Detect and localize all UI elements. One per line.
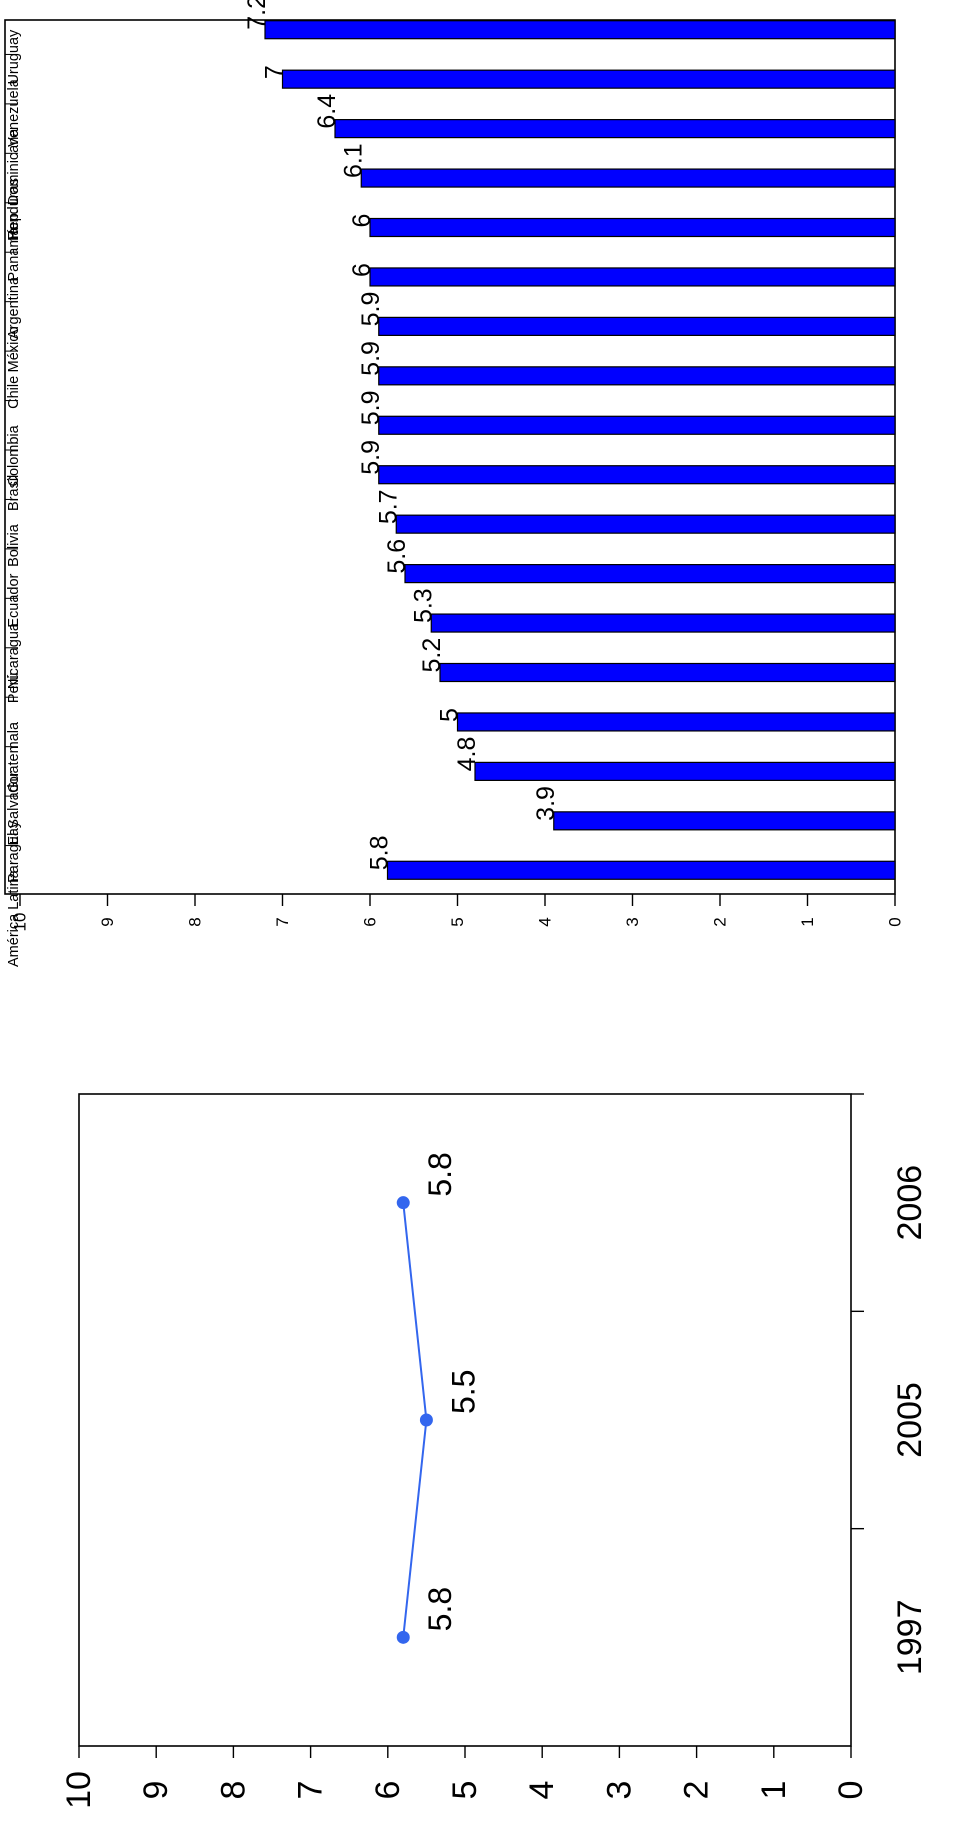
bar-axis-tick-label: 1 — [798, 917, 817, 926]
bar-data-label: 3.9 — [532, 786, 560, 821]
bar-data-label: 5.7 — [374, 489, 402, 524]
bar-category-label: Paraguay — [6, 820, 22, 883]
bar-chart-frame — [4, 19, 896, 895]
bar-category-label: Honduras — [6, 178, 22, 241]
line-axis-tick-label: 6 — [369, 1781, 407, 1800]
line-axis-tick-label: 9 — [137, 1781, 175, 1800]
bar-category-label: Bolivia — [6, 523, 22, 567]
bar-data-label: 5.9 — [357, 292, 385, 327]
bar-axis-tick-label: 0 — [886, 917, 905, 926]
bar — [369, 217, 896, 238]
bar-category-label: Argentina — [6, 276, 22, 339]
bar — [404, 564, 896, 584]
bar-data-label: 6 — [348, 263, 376, 277]
bar-axis-tick-label: 4 — [536, 917, 555, 926]
bar-axis-tick-label: 2 — [711, 917, 730, 926]
bar — [378, 465, 896, 485]
bar-axis-tick-label: 10 — [11, 913, 30, 932]
bar — [360, 168, 896, 188]
bar — [386, 860, 896, 880]
line-chart: 0 1 2 3 4 5 6 7 8 9 10 5.8 1997 5.5 2005 5.8 2006 — [60, 1093, 929, 1809]
line-series: 5.8 1997 5.5 2005 5.8 2006 — [396, 1152, 929, 1676]
bar — [395, 514, 896, 534]
bar-data-label: 5.6 — [383, 539, 411, 574]
line-category-label: 2005 — [891, 1382, 929, 1458]
bar-axis-tick-label: 6 — [361, 917, 380, 926]
line-point — [419, 1413, 433, 1427]
bar-data-label: 5.8 — [366, 836, 394, 871]
bar-category-label: Guatemala — [6, 721, 22, 793]
bar-data-label: 5.9 — [357, 391, 385, 426]
bar — [378, 415, 896, 435]
bar-chart-value-axis: 0 1 2 3 4 5 6 7 8 9 10 — [11, 894, 905, 931]
bar-data-label: 5.9 — [357, 440, 385, 475]
bar-category-label: América Latina — [6, 869, 22, 967]
line-axis-tick-label: 0 — [832, 1781, 870, 1800]
line-axis-tick-label: 4 — [523, 1781, 561, 1800]
line-category-label: 2006 — [891, 1165, 929, 1241]
bar — [369, 267, 896, 287]
line-point — [396, 1196, 410, 1210]
bar — [474, 761, 896, 781]
bar — [264, 20, 896, 40]
bar-category-label: Uruguay — [6, 29, 22, 85]
line-chart-frame — [78, 1093, 852, 1747]
line-data-label: 5.8 — [422, 1587, 458, 1631]
line-axis-tick-label: 2 — [678, 1781, 716, 1800]
bar-category-label: Colombia — [6, 424, 22, 486]
line-axis-tick-label: 1 — [755, 1781, 793, 1800]
line-point — [396, 1630, 410, 1644]
bar-data-label: 4.8 — [453, 737, 481, 772]
bar-category-label: El Salvador — [6, 771, 22, 845]
bar-category-label: Chile — [6, 376, 22, 409]
bar — [430, 613, 896, 633]
bar — [334, 119, 896, 139]
bar-data-label: 5.9 — [357, 341, 385, 376]
line-axis-tick-label: 10 — [60, 1771, 98, 1809]
line-axis-tick-label: 3 — [600, 1781, 638, 1800]
bar-data-label: 7 — [261, 65, 289, 79]
bar-axis-tick-label: 8 — [186, 917, 205, 926]
bar — [378, 366, 896, 386]
bar-category-label: Ecuador — [6, 573, 22, 627]
bar — [456, 712, 896, 732]
line-category-label: 1997 — [891, 1600, 929, 1676]
bar-category-label: Brasil — [6, 475, 22, 511]
bar-chart: 0 1 2 3 4 5 6 7 8 9 10 7.2 Uruguay 7 Venezuela 6.4 Rep.… — [4, 0, 905, 967]
bar-data-label: 6 — [348, 214, 376, 228]
line-chart-value-axis: 0 1 2 3 4 5 6 7 8 9 10 — [60, 1093, 870, 1809]
line-data-label: 5.8 — [422, 1152, 458, 1196]
bar-category-label: México — [6, 326, 22, 372]
line-data-label: 5.5 — [445, 1370, 481, 1414]
line-axis-tick-label: 5 — [446, 1781, 484, 1800]
bar-axis-tick-label: 5 — [448, 917, 467, 926]
bar-axis-tick-label: 9 — [98, 917, 117, 926]
bar-data-label: 6.4 — [313, 94, 341, 129]
line-axis-tick-label: 7 — [292, 1781, 330, 1800]
bar — [281, 69, 896, 89]
bar-axis-tick-label: 3 — [623, 917, 642, 926]
bar-axis-tick-label: 7 — [273, 917, 292, 926]
bar-series: 7.2 Uruguay 7 Venezuela 6.4 Rep. Dominicana 6.… — [5, 0, 896, 967]
bar — [553, 811, 896, 831]
bar — [439, 662, 896, 683]
bar-data-label: 5 — [436, 708, 464, 722]
bar-category-label: Venezuela — [6, 78, 22, 147]
bar-category-label: Rep. Dominicana — [6, 128, 22, 240]
bar-data-label: 5.2 — [418, 638, 446, 673]
line-axis-tick-label: 8 — [214, 1781, 252, 1800]
bar-data-label: 5.3 — [409, 588, 437, 623]
bar — [378, 316, 896, 336]
bar-category-label: Perú — [6, 673, 22, 704]
bar-data-label: 7.2 — [243, 0, 271, 30]
bar-category-label: Nicaragua — [6, 622, 22, 689]
bar-data-label: 6.1 — [339, 143, 367, 178]
bar-category-label: Panamá — [6, 227, 22, 282]
